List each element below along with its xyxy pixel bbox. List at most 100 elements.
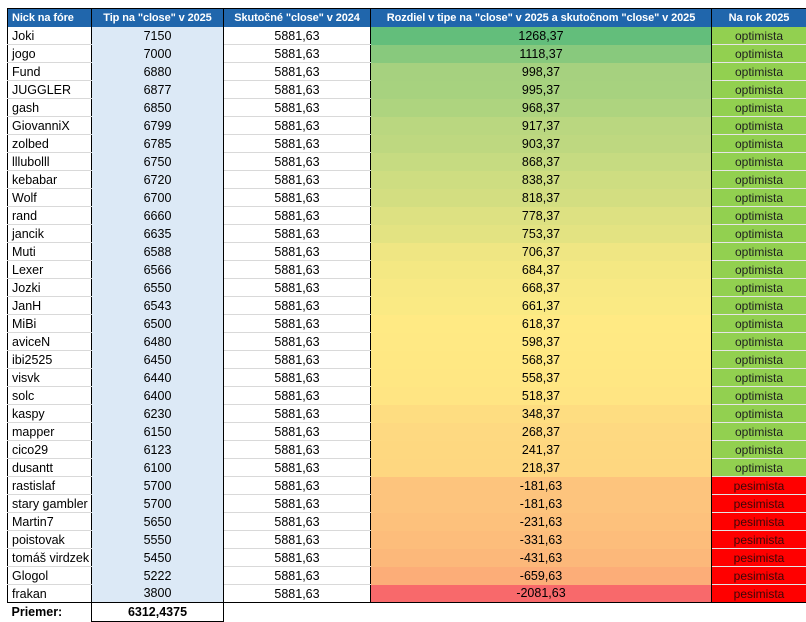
column-header-verdict[interactable]: Na rok 2025 [712, 9, 806, 28]
tip-cell[interactable]: 6750 [92, 153, 224, 171]
nick-cell[interactable]: Muti [8, 243, 92, 261]
actual-close-cell[interactable]: 5881,63 [224, 45, 371, 63]
diff-cell[interactable]: 968,37 [371, 99, 712, 117]
tip-cell[interactable]: 7000 [92, 45, 224, 63]
verdict-cell[interactable]: optimista [712, 117, 806, 135]
tip-cell[interactable]: 3800 [92, 585, 224, 603]
actual-close-cell[interactable]: 5881,63 [224, 225, 371, 243]
verdict-cell[interactable]: optimista [712, 45, 806, 63]
actual-close-cell[interactable]: 5881,63 [224, 423, 371, 441]
actual-close-cell[interactable]: 5881,63 [224, 351, 371, 369]
verdict-cell[interactable]: optimista [712, 369, 806, 387]
actual-close-cell[interactable]: 5881,63 [224, 135, 371, 153]
actual-close-cell[interactable]: 5881,63 [224, 585, 371, 603]
diff-cell[interactable]: 348,37 [371, 405, 712, 423]
diff-cell[interactable]: -659,63 [371, 567, 712, 585]
tip-cell[interactable]: 5222 [92, 567, 224, 585]
nick-cell[interactable]: dusantt [8, 459, 92, 477]
verdict-cell[interactable]: optimista [712, 315, 806, 333]
actual-close-cell[interactable]: 5881,63 [224, 117, 371, 135]
actual-close-cell[interactable]: 5881,63 [224, 441, 371, 459]
verdict-cell[interactable]: optimista [712, 351, 806, 369]
tip-cell[interactable]: 6660 [92, 207, 224, 225]
tip-cell[interactable]: 6480 [92, 333, 224, 351]
actual-close-cell[interactable]: 5881,63 [224, 207, 371, 225]
verdict-cell[interactable]: optimista [712, 81, 806, 99]
verdict-cell[interactable]: optimista [712, 243, 806, 261]
diff-cell[interactable]: 1118,37 [371, 45, 712, 63]
diff-cell[interactable]: 818,37 [371, 189, 712, 207]
nick-cell[interactable]: tomáš virdzek [8, 549, 92, 567]
diff-cell[interactable]: 518,37 [371, 387, 712, 405]
tip-cell[interactable]: 6588 [92, 243, 224, 261]
diff-cell[interactable]: 838,37 [371, 171, 712, 189]
verdict-cell[interactable]: pesimista [712, 585, 806, 603]
actual-close-cell[interactable]: 5881,63 [224, 153, 371, 171]
actual-close-cell[interactable]: 5881,63 [224, 333, 371, 351]
actual-close-cell[interactable]: 5881,63 [224, 459, 371, 477]
nick-cell[interactable]: kebabar [8, 171, 92, 189]
nick-cell[interactable]: GiovanniX [8, 117, 92, 135]
verdict-cell[interactable]: pesimista [712, 549, 806, 567]
tip-cell[interactable]: 5650 [92, 513, 224, 531]
actual-close-cell[interactable]: 5881,63 [224, 261, 371, 279]
diff-cell[interactable]: -231,63 [371, 513, 712, 531]
nick-cell[interactable]: lllubolll [8, 153, 92, 171]
tip-cell[interactable]: 6880 [92, 63, 224, 81]
nick-cell[interactable]: aviceN [8, 333, 92, 351]
tip-cell[interactable]: 6700 [92, 189, 224, 207]
verdict-cell[interactable]: optimista [712, 387, 806, 405]
verdict-cell[interactable]: pesimista [712, 513, 806, 531]
column-header-actual[interactable]: Skutočné "close" v 2024 [224, 9, 371, 28]
diff-cell[interactable]: 618,37 [371, 315, 712, 333]
nick-cell[interactable]: solc [8, 387, 92, 405]
tip-cell[interactable]: 6550 [92, 279, 224, 297]
diff-cell[interactable]: 684,37 [371, 261, 712, 279]
tip-cell[interactable]: 6850 [92, 99, 224, 117]
tip-cell[interactable]: 6877 [92, 81, 224, 99]
actual-close-cell[interactable]: 5881,63 [224, 81, 371, 99]
verdict-cell[interactable]: optimista [712, 63, 806, 81]
tip-cell[interactable]: 6440 [92, 369, 224, 387]
nick-cell[interactable]: rand [8, 207, 92, 225]
tip-cell[interactable]: 6450 [92, 351, 224, 369]
verdict-cell[interactable]: optimista [712, 99, 806, 117]
verdict-cell[interactable]: optimista [712, 261, 806, 279]
diff-cell[interactable]: 917,37 [371, 117, 712, 135]
tip-cell[interactable]: 5550 [92, 531, 224, 549]
actual-close-cell[interactable]: 5881,63 [224, 477, 371, 495]
tip-cell[interactable]: 6543 [92, 297, 224, 315]
nick-cell[interactable]: kaspy [8, 405, 92, 423]
nick-cell[interactable]: ibi2525 [8, 351, 92, 369]
diff-cell[interactable]: 558,37 [371, 369, 712, 387]
nick-cell[interactable]: visvk [8, 369, 92, 387]
diff-cell[interactable]: -181,63 [371, 477, 712, 495]
actual-close-cell[interactable]: 5881,63 [224, 567, 371, 585]
actual-close-cell[interactable]: 5881,63 [224, 63, 371, 81]
actual-close-cell[interactable]: 5881,63 [224, 189, 371, 207]
diff-cell[interactable]: 668,37 [371, 279, 712, 297]
tip-cell[interactable]: 6785 [92, 135, 224, 153]
nick-cell[interactable]: Glogol [8, 567, 92, 585]
tip-cell[interactable]: 7150 [92, 27, 224, 45]
diff-cell[interactable]: -331,63 [371, 531, 712, 549]
nick-cell[interactable]: JUGGLER [8, 81, 92, 99]
diff-cell[interactable]: 706,37 [371, 243, 712, 261]
verdict-cell[interactable]: pesimista [712, 567, 806, 585]
verdict-cell[interactable]: optimista [712, 279, 806, 297]
diff-cell[interactable]: 778,37 [371, 207, 712, 225]
diff-cell[interactable]: -431,63 [371, 549, 712, 567]
diff-cell[interactable]: 1268,37 [371, 27, 712, 45]
diff-cell[interactable]: 995,37 [371, 81, 712, 99]
column-header-nick[interactable]: Nick na fóre [8, 9, 92, 28]
verdict-cell[interactable]: optimista [712, 405, 806, 423]
diff-cell[interactable]: 568,37 [371, 351, 712, 369]
verdict-cell[interactable]: pesimista [712, 477, 806, 495]
diff-cell[interactable]: 218,37 [371, 459, 712, 477]
tip-cell[interactable]: 6123 [92, 441, 224, 459]
diff-cell[interactable]: -181,63 [371, 495, 712, 513]
nick-cell[interactable]: cico29 [8, 441, 92, 459]
actual-close-cell[interactable]: 5881,63 [224, 513, 371, 531]
tip-cell[interactable]: 6566 [92, 261, 224, 279]
actual-close-cell[interactable]: 5881,63 [224, 405, 371, 423]
